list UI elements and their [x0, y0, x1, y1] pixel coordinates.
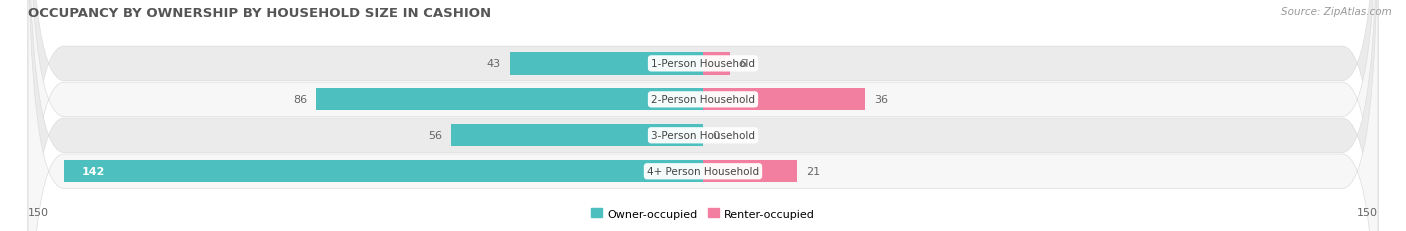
Bar: [703, 53, 730, 75]
Bar: [65, 160, 703, 183]
Bar: [509, 53, 703, 75]
Text: Source: ZipAtlas.com: Source: ZipAtlas.com: [1281, 7, 1392, 17]
Bar: [316, 89, 703, 111]
FancyBboxPatch shape: [28, 0, 1378, 231]
Text: 3-Person Household: 3-Person Household: [651, 131, 755, 141]
Text: OCCUPANCY BY OWNERSHIP BY HOUSEHOLD SIZE IN CASHION: OCCUPANCY BY OWNERSHIP BY HOUSEHOLD SIZE…: [28, 7, 491, 20]
Text: 0: 0: [711, 131, 718, 141]
Bar: [451, 125, 703, 147]
Text: 6: 6: [740, 59, 747, 69]
Text: 56: 56: [427, 131, 441, 141]
FancyBboxPatch shape: [28, 0, 1378, 231]
Text: 142: 142: [82, 167, 105, 176]
Text: 1-Person Household: 1-Person Household: [651, 59, 755, 69]
Text: 43: 43: [486, 59, 501, 69]
Legend: Owner-occupied, Renter-occupied: Owner-occupied, Renter-occupied: [586, 204, 820, 223]
FancyBboxPatch shape: [28, 0, 1378, 231]
Text: 150: 150: [1357, 207, 1378, 218]
Text: 36: 36: [875, 95, 889, 105]
Text: 21: 21: [807, 167, 821, 176]
Text: 150: 150: [28, 207, 49, 218]
Text: 86: 86: [292, 95, 307, 105]
Bar: [703, 160, 797, 183]
Text: 4+ Person Household: 4+ Person Household: [647, 167, 759, 176]
Bar: [703, 89, 865, 111]
Text: 2-Person Household: 2-Person Household: [651, 95, 755, 105]
FancyBboxPatch shape: [28, 0, 1378, 231]
